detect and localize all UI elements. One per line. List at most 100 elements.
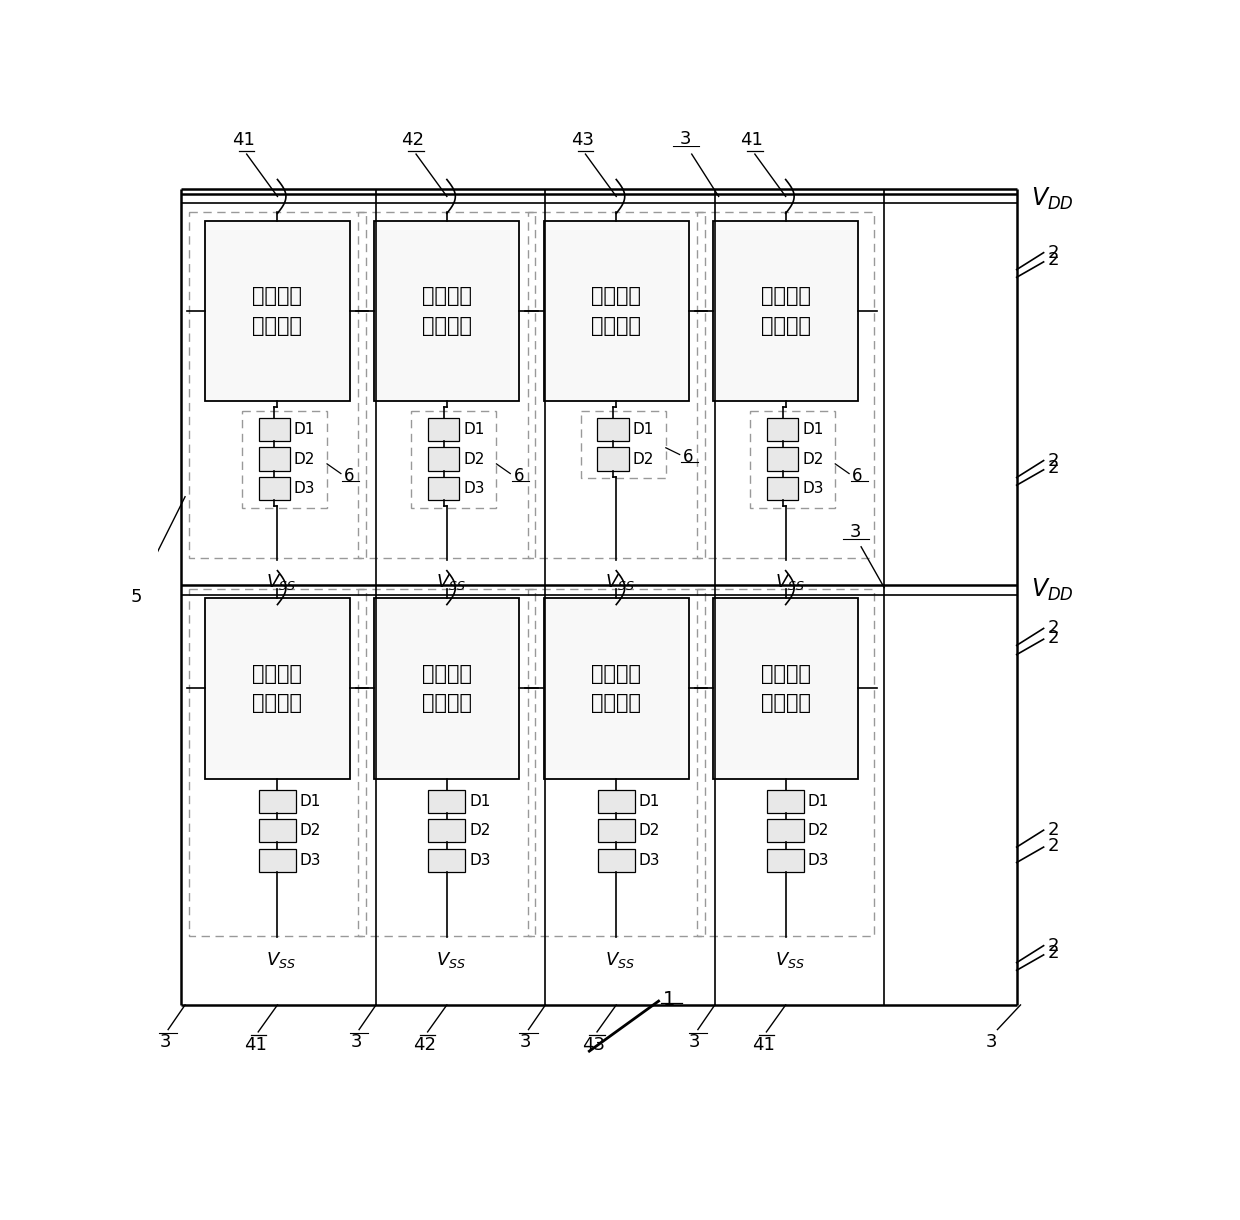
Bar <box>528 212 704 559</box>
Text: 41: 41 <box>232 132 255 150</box>
Bar <box>428 448 460 471</box>
Text: 42: 42 <box>402 132 424 150</box>
Text: $V_{SS}$: $V_{SS}$ <box>775 949 805 970</box>
Bar <box>428 418 460 442</box>
Text: D2: D2 <box>802 451 823 466</box>
Text: 3: 3 <box>849 522 861 540</box>
Bar <box>358 589 536 936</box>
Bar <box>713 598 858 778</box>
Text: 6: 6 <box>683 448 693 466</box>
Text: D1: D1 <box>469 794 491 809</box>
Text: 3: 3 <box>689 1033 701 1052</box>
Bar <box>205 598 350 778</box>
Text: 5: 5 <box>130 588 143 605</box>
Text: D3: D3 <box>808 853 830 867</box>
Text: 41: 41 <box>751 1036 775 1054</box>
Bar <box>766 477 799 500</box>
Text: 2: 2 <box>1048 837 1059 854</box>
Text: 6: 6 <box>343 467 355 484</box>
Text: 2: 2 <box>1048 937 1059 955</box>
Text: D2: D2 <box>300 824 321 838</box>
Bar <box>768 820 804 843</box>
Bar <box>768 791 804 814</box>
Text: 像素有源
驱动电路: 像素有源 驱动电路 <box>253 664 303 714</box>
Text: $V_{SS}$: $V_{SS}$ <box>605 572 635 592</box>
Text: 43: 43 <box>583 1036 605 1054</box>
Text: 43: 43 <box>570 132 594 150</box>
Bar <box>428 849 465 872</box>
Text: 2: 2 <box>1048 459 1059 477</box>
Text: 2: 2 <box>1048 244 1059 261</box>
Bar <box>205 221 350 401</box>
Text: 像素有源
驱动电路: 像素有源 驱动电路 <box>422 287 472 336</box>
Text: D1: D1 <box>464 422 485 437</box>
Text: 1: 1 <box>662 991 675 1009</box>
Text: 6: 6 <box>852 467 863 484</box>
Bar <box>242 410 327 508</box>
Bar <box>412 410 496 508</box>
Bar <box>768 849 804 872</box>
Bar <box>374 598 520 778</box>
Text: 3: 3 <box>520 1033 531 1052</box>
Text: D1: D1 <box>639 794 660 809</box>
Bar <box>598 418 629 442</box>
Bar <box>428 477 460 500</box>
Text: 像素有源
驱动电路: 像素有源 驱动电路 <box>591 664 641 714</box>
Text: D2: D2 <box>808 824 830 838</box>
Bar <box>428 820 465 843</box>
Text: D1: D1 <box>802 422 823 437</box>
Text: $V_{DD}$: $V_{DD}$ <box>1030 577 1074 603</box>
Bar <box>259 791 296 814</box>
Text: 2: 2 <box>1048 451 1059 470</box>
Text: $V_{SS}$: $V_{SS}$ <box>775 572 805 592</box>
Text: 41: 41 <box>740 132 763 150</box>
Bar <box>543 221 689 401</box>
Bar <box>713 221 858 401</box>
Text: $V_{SS}$: $V_{SS}$ <box>267 572 296 592</box>
Bar <box>543 598 689 778</box>
Text: $V_{SS}$: $V_{SS}$ <box>267 949 296 970</box>
Bar <box>259 849 296 872</box>
Bar <box>528 589 704 936</box>
Text: 像素有源
驱动电路: 像素有源 驱动电路 <box>760 287 811 336</box>
Text: 2: 2 <box>1048 620 1059 637</box>
Bar <box>428 791 465 814</box>
Text: D3: D3 <box>464 481 485 495</box>
Bar <box>188 589 366 936</box>
Bar <box>598 791 635 814</box>
Text: 2: 2 <box>1048 628 1059 647</box>
Bar <box>750 410 836 508</box>
Text: D1: D1 <box>294 422 315 437</box>
Text: 像素有源
驱动电路: 像素有源 驱动电路 <box>253 287 303 336</box>
Text: $V_{DD}$: $V_{DD}$ <box>1030 185 1074 212</box>
Text: D2: D2 <box>632 451 653 466</box>
Bar <box>598 448 629 471</box>
Bar <box>259 418 290 442</box>
Text: 3: 3 <box>680 131 692 148</box>
Bar <box>374 221 520 401</box>
Bar <box>188 212 366 559</box>
Text: D1: D1 <box>300 794 321 809</box>
Text: D3: D3 <box>294 481 315 495</box>
Bar <box>358 212 536 559</box>
Bar <box>259 477 290 500</box>
Text: 2: 2 <box>1048 944 1059 963</box>
Text: 6: 6 <box>513 467 523 484</box>
Text: $V_{SS}$: $V_{SS}$ <box>435 572 466 592</box>
Bar <box>766 448 799 471</box>
Text: D2: D2 <box>464 451 485 466</box>
Text: 3: 3 <box>350 1033 362 1052</box>
Text: 像素有源
驱动电路: 像素有源 驱动电路 <box>760 664 811 714</box>
Text: 41: 41 <box>244 1036 267 1054</box>
Text: $V_{SS}$: $V_{SS}$ <box>605 949 635 970</box>
Text: 像素有源
驱动电路: 像素有源 驱动电路 <box>591 287 641 336</box>
Text: D3: D3 <box>469 853 491 867</box>
Text: $V_{SS}$: $V_{SS}$ <box>435 949 466 970</box>
Bar <box>598 849 635 872</box>
Text: D3: D3 <box>300 853 321 867</box>
Text: 2: 2 <box>1048 821 1059 839</box>
Bar <box>766 418 799 442</box>
Bar <box>259 820 296 843</box>
Text: D3: D3 <box>802 481 823 495</box>
Text: 42: 42 <box>413 1036 436 1054</box>
